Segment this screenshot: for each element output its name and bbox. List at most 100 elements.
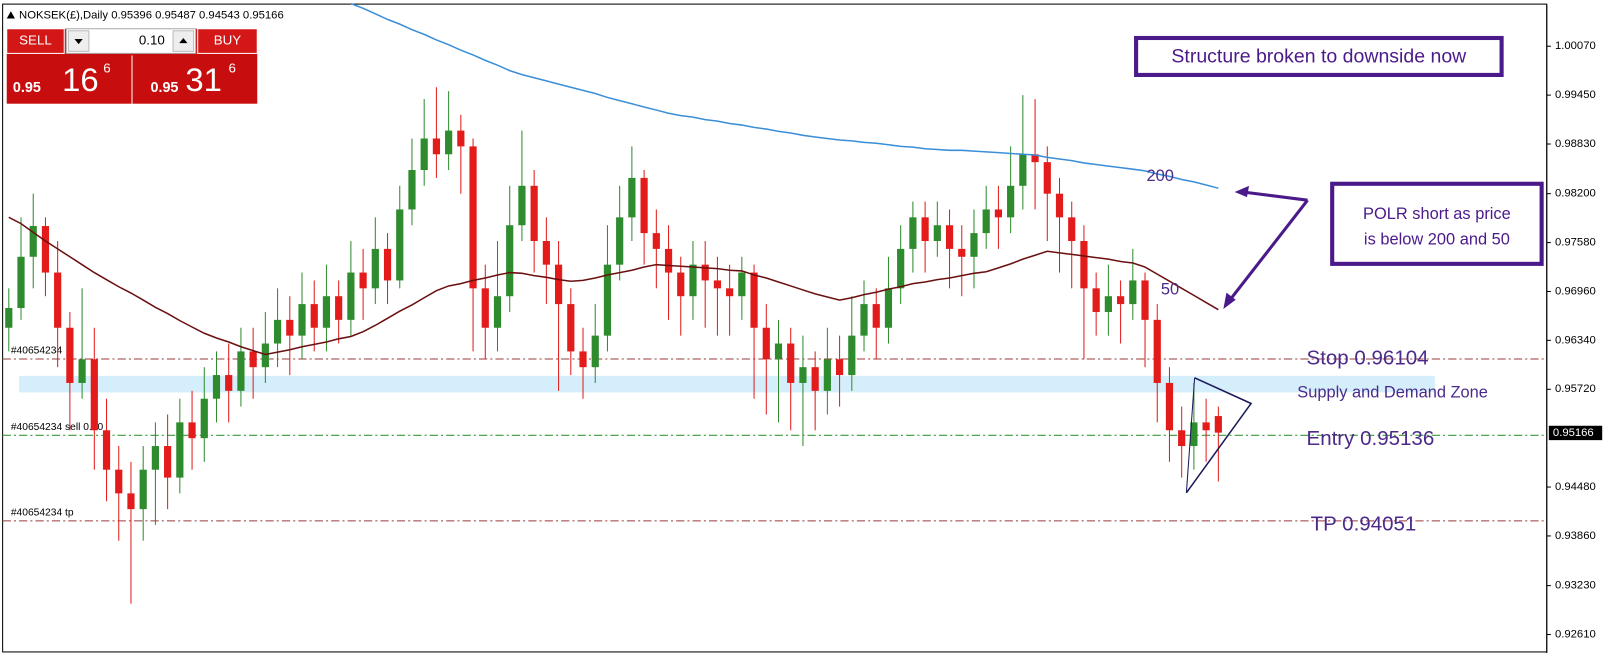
candle-body bbox=[701, 264, 709, 281]
candle-body bbox=[493, 296, 502, 328]
candle-body bbox=[261, 343, 269, 368]
candle-body bbox=[689, 264, 697, 297]
candle-body bbox=[78, 359, 86, 383]
series-label: 50 bbox=[1161, 280, 1179, 298]
candle-body bbox=[591, 335, 599, 368]
plot-area: Supply and Demand Zone 1.00070 0.99450 0.98… bbox=[2, 2, 1596, 653]
candle-body bbox=[579, 351, 587, 368]
y-tick-label: 0.98830 bbox=[1555, 138, 1596, 150]
sell-button[interactable] bbox=[6, 28, 65, 54]
candle-body bbox=[1141, 280, 1149, 320]
candle-body bbox=[1055, 193, 1064, 218]
candle-body bbox=[726, 288, 734, 297]
level-label: TP 0.94051 bbox=[1311, 512, 1417, 535]
candle-body bbox=[799, 367, 807, 383]
candle-body bbox=[359, 272, 367, 289]
candle-body bbox=[481, 288, 489, 328]
candle-body bbox=[1019, 154, 1027, 186]
candle-body bbox=[811, 367, 819, 391]
candle-body bbox=[310, 304, 318, 328]
y-tick-label: 1.00070 bbox=[1555, 40, 1596, 52]
arrow-head bbox=[1234, 185, 1250, 198]
candle-body bbox=[762, 327, 770, 360]
annotation-box bbox=[1330, 181, 1544, 266]
candle-body bbox=[322, 296, 331, 328]
lot-value[interactable]: 0.10 bbox=[139, 33, 165, 48]
candle-body bbox=[664, 248, 673, 273]
candle-body bbox=[897, 248, 905, 289]
candle-body bbox=[677, 272, 685, 297]
candle-body bbox=[273, 319, 282, 344]
candle-body bbox=[54, 272, 62, 328]
moving-average bbox=[350, 2, 1219, 189]
buy-price-big: 0.95 bbox=[150, 80, 178, 96]
last-price-label: 0.95166 bbox=[1553, 427, 1594, 439]
y-tick-label: 0.98200 bbox=[1555, 188, 1596, 200]
candle-body bbox=[933, 225, 941, 242]
candle-body bbox=[347, 272, 355, 320]
candle-body bbox=[1043, 162, 1051, 194]
candle-body bbox=[286, 319, 294, 336]
candle-body bbox=[652, 233, 660, 249]
candle-body bbox=[102, 430, 111, 470]
arrows bbox=[1227, 190, 1309, 303]
sell-price-big: 0.95 bbox=[13, 80, 41, 96]
level-label: Entry 0.95136 bbox=[1307, 427, 1435, 450]
order-label: #40654234 sell 0.10 bbox=[11, 422, 104, 433]
candle-body bbox=[445, 130, 453, 155]
candle-body bbox=[457, 130, 465, 147]
candle-body bbox=[554, 264, 563, 305]
zone-label: Supply and Demand Zone bbox=[1297, 384, 1488, 402]
candle-body bbox=[750, 272, 758, 328]
header-icon bbox=[6, 11, 15, 19]
candle-body bbox=[1165, 382, 1174, 431]
y-tick-label: 0.92610 bbox=[1555, 629, 1596, 641]
supply-demand-zone bbox=[19, 375, 1435, 393]
moving-average bbox=[8, 216, 1219, 356]
level-label: Stop 0.96104 bbox=[1307, 346, 1429, 369]
last-price-box bbox=[1548, 425, 1603, 441]
lot-up-icon bbox=[179, 37, 188, 44]
buy-label[interactable]: BUY bbox=[214, 33, 242, 48]
candle-body bbox=[151, 446, 159, 470]
candle-body bbox=[1104, 296, 1112, 312]
candle-body bbox=[469, 146, 477, 289]
y-tick-label: 0.97580 bbox=[1555, 237, 1596, 249]
candle-body bbox=[958, 248, 966, 257]
candle-body bbox=[371, 248, 379, 289]
candle-body bbox=[225, 375, 233, 391]
candle-body bbox=[921, 217, 929, 242]
y-tick-label: 0.93860 bbox=[1555, 530, 1596, 542]
annotation-text: is below 200 and 50 bbox=[1364, 231, 1510, 249]
candle-body bbox=[41, 226, 50, 273]
candle-body bbox=[1007, 185, 1015, 218]
candle-body bbox=[542, 241, 550, 265]
candle-body bbox=[506, 225, 514, 297]
buy-button[interactable] bbox=[197, 28, 258, 54]
candle-body bbox=[212, 375, 221, 399]
annotation-text: Structure broken to downside now bbox=[1171, 46, 1467, 68]
sell-label[interactable]: SELL bbox=[19, 33, 52, 48]
candle-body bbox=[66, 327, 74, 383]
candle-body bbox=[567, 304, 575, 352]
candle-body bbox=[774, 343, 783, 360]
buy-price-pips: 31 bbox=[185, 61, 222, 98]
candle-body bbox=[713, 280, 722, 289]
candle-body bbox=[17, 256, 25, 309]
candle-body bbox=[835, 359, 844, 376]
candle-body bbox=[408, 170, 416, 210]
candle-body bbox=[848, 335, 856, 376]
candle-body bbox=[5, 308, 13, 328]
candle-body bbox=[298, 304, 306, 336]
candle-body bbox=[909, 217, 917, 249]
candle-body bbox=[1202, 422, 1210, 431]
candle-body bbox=[396, 209, 404, 281]
candle-body bbox=[787, 343, 795, 383]
candle-body bbox=[1068, 217, 1076, 242]
y-tick-label: 0.94480 bbox=[1555, 481, 1596, 493]
annotation-box bbox=[1134, 35, 1504, 78]
y-tick-label: 0.96960 bbox=[1555, 285, 1596, 297]
sell-price-pips: 16 bbox=[62, 61, 99, 98]
trade-panel: SELL 0.10 BUY 0.95 16 6 0.95 31 6 bbox=[6, 28, 258, 104]
